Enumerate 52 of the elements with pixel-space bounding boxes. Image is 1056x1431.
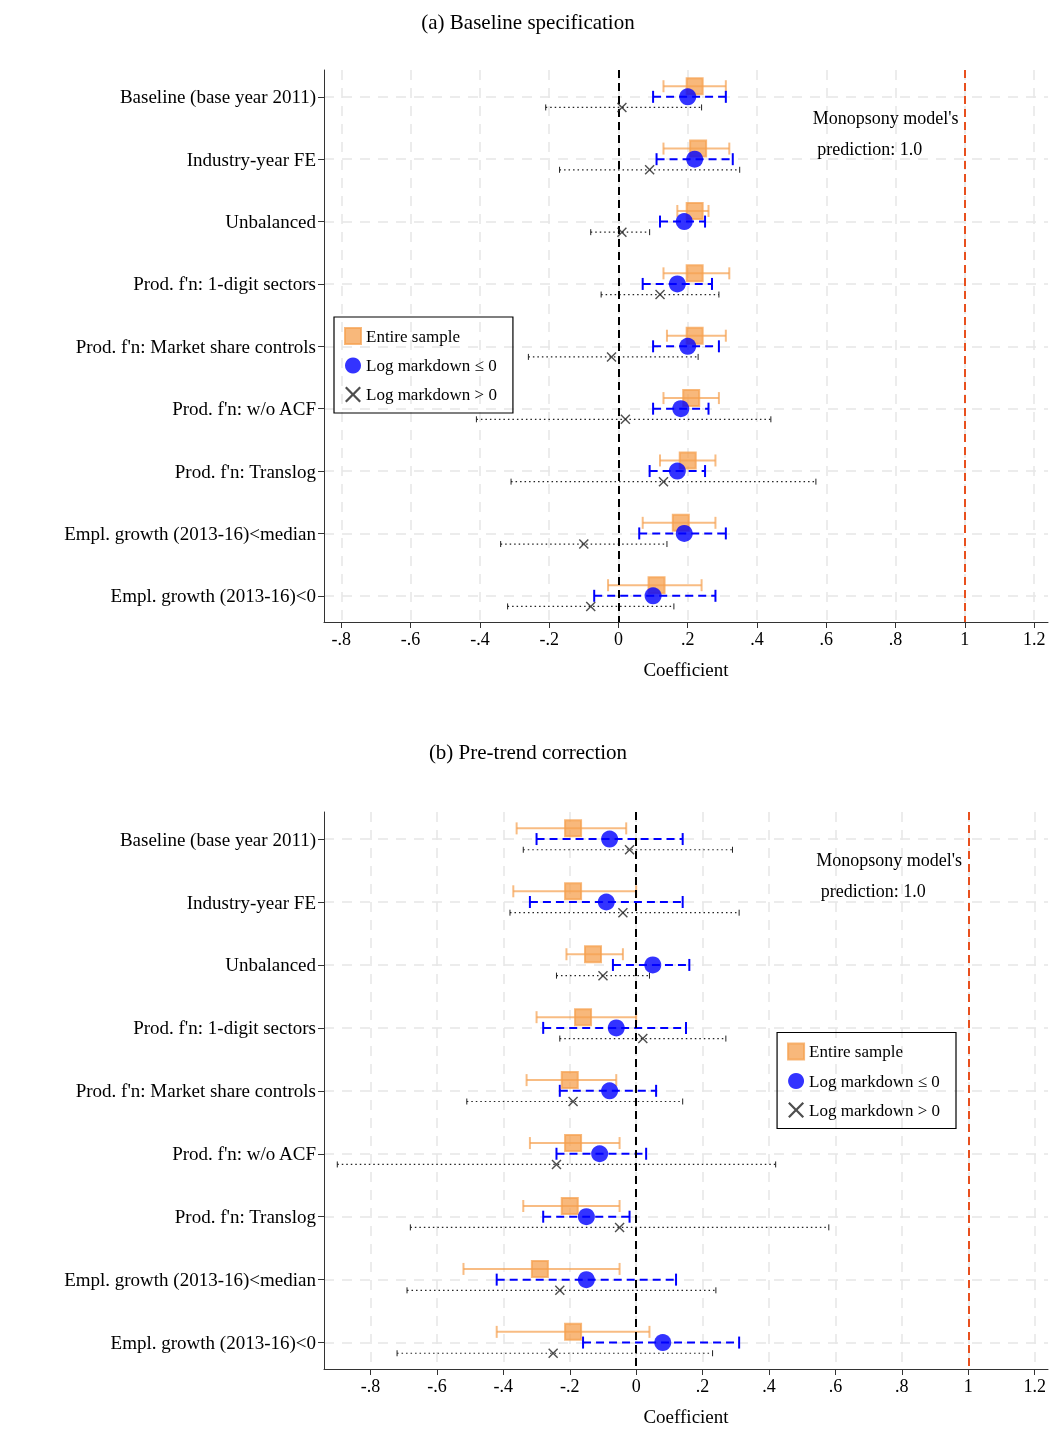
y-tick-label: Empl. growth (2013-16)<0 [110,1332,316,1355]
x-tick-label: 1 [960,629,970,649]
y-tick-label: Prod. f'n: w/o ACF [172,398,316,420]
x-tick-label: -.8 [331,629,352,649]
x-tick-label: 1.2 [1023,1376,1046,1396]
y-tick-label: Empl. growth (2013-16)<median [64,1269,317,1292]
y-tick-label: Prod. f'n: 1-digit sectors [133,1017,316,1039]
x-tick-label: 0 [613,629,623,649]
y-tick-label: Baseline (base year 2011) [119,86,316,109]
y-tick-label: Prod. f'n: Market share controls [75,1080,316,1102]
x-tick-label: -.6 [427,1376,447,1396]
y-tick-label: Prod. f'n: Translog [174,1206,317,1228]
x-tick-label: 1.2 [1022,629,1046,649]
x-tick-label: .8 [888,629,903,649]
y-tick-label: Prod. f'n: w/o ACF [172,1143,316,1165]
x-axis-title: Coefficient [643,1406,730,1427]
x-tick-label: -.6 [400,629,421,649]
x-tick-label: .6 [819,629,834,649]
x-tick-label: -.8 [360,1376,381,1396]
x-tick-label: -.2 [560,1376,580,1396]
y-tick-label: Baseline (base year 2011) [119,828,316,851]
x-tick-label: -.4 [493,1376,514,1396]
x-tick-label: .4 [750,629,764,649]
legend-label: Log markdown > 0 [366,385,497,404]
x-tick-label: -.4 [470,629,490,649]
y-tick-label: Prod. f'n: Market share controls [75,335,316,357]
x-axis-title: Coefficient [643,659,730,680]
legend-label: Entire sample [366,326,460,346]
x-tick-label: .6 [828,1376,843,1396]
ref-line-label: Monopsony model's prediction: 1.0 [812,107,959,159]
legend-label: Log markdown > 0 [809,1100,941,1120]
y-tick-label: Unbalanced [225,954,317,976]
y-tick-label: Unbalanced [225,211,317,233]
y-tick-label: Empl. growth (2013-16)<median [64,522,317,545]
x-tick-label: -.2 [539,629,559,649]
y-tick-label: Industry-year FE [186,891,316,913]
legend-label: Entire sample [809,1042,904,1061]
chart-title: (a) Baseline specification [421,9,636,34]
y-tick-label: Prod. f'n: Translog [174,460,317,482]
x-tick-label: .2 [695,1376,710,1396]
ref-line-label: Monopsony model's prediction: 1.0 [816,849,963,901]
y-tick-label: Empl. growth (2013-16)<0 [110,585,316,608]
legend-label: Log markdown ≤ 0 [366,356,497,375]
y-tick-label: Industry-year FE [186,148,316,170]
chart-title: (b) Pre-trend correction [428,739,628,764]
x-tick-label: 1 [963,1376,973,1396]
y-tick-label: Prod. f'n: 1-digit sectors [133,273,316,295]
x-tick-label: .8 [895,1376,909,1396]
x-tick-label: .4 [762,1376,776,1396]
x-tick-label: 0 [631,1376,641,1396]
legend-label: Log markdown ≤ 0 [809,1071,940,1091]
x-tick-label: .2 [680,629,695,649]
